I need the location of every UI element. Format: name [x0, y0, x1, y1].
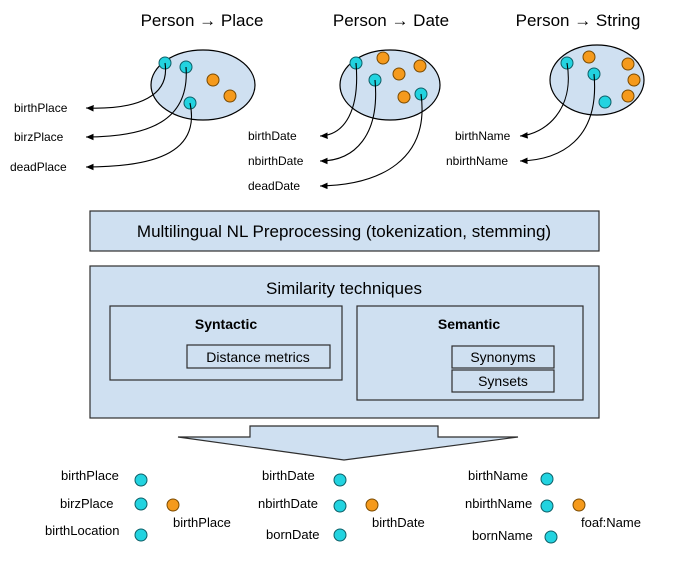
- link-arrow: [85, 66, 187, 141]
- instance-dot: [134, 497, 148, 511]
- member-label: birthLocation: [45, 523, 119, 538]
- instance-dot: [134, 528, 148, 542]
- link-arrow: [85, 62, 167, 112]
- property-label: birthName: [455, 129, 511, 143]
- property-cluster: [150, 49, 256, 121]
- class-dot: [621, 89, 635, 103]
- member-label: bornDate: [266, 527, 319, 542]
- instance-dot: [333, 528, 347, 542]
- link-arrow: [319, 79, 377, 165]
- target-label: foaf:Name: [581, 515, 641, 530]
- link-arrow: [319, 93, 423, 190]
- link-arrow: [85, 102, 192, 171]
- preprocessing-label: Multilingual NL Preprocessing (tokenizat…: [137, 222, 551, 241]
- class-dot: [413, 59, 427, 73]
- member-label: bornName: [472, 528, 533, 543]
- class-dot: [582, 50, 596, 64]
- link-arrow: [519, 73, 596, 165]
- target-label: birthPlace: [173, 515, 231, 530]
- result-string: birthName nbirthName bornName foaf:Name: [465, 468, 641, 544]
- class-dot: [376, 51, 390, 65]
- target-label: birthDate: [372, 515, 425, 530]
- instance-dot: [544, 530, 558, 544]
- result-place: birthPlace birzPlace birthLocation birth…: [45, 468, 231, 542]
- member-label: nbirthName: [465, 496, 532, 511]
- synonyms-label: Synonyms: [470, 349, 535, 365]
- property-label: deadPlace: [10, 160, 67, 174]
- instance-dot: [333, 499, 347, 513]
- class-dot: [572, 498, 586, 512]
- member-label: birzPlace: [60, 496, 113, 511]
- link-arrow: [519, 62, 569, 139]
- synsets-label: Synsets: [478, 373, 528, 389]
- instance-dot: [134, 473, 148, 487]
- class-dot: [206, 73, 220, 87]
- similarity-title: Similarity techniques: [266, 279, 422, 298]
- instance-dot: [598, 95, 612, 109]
- property-label: deadDate: [248, 179, 300, 193]
- group-title: Person → Place: [141, 11, 264, 30]
- class-dot: [166, 498, 180, 512]
- class-dot: [621, 57, 635, 71]
- member-label: birthName: [468, 468, 528, 483]
- group-title: Person → String: [516, 11, 641, 30]
- class-dot: [627, 73, 641, 87]
- property-label: birthDate: [248, 129, 297, 143]
- group-person-string: Person → String birthName nbirthName: [446, 11, 645, 168]
- property-cluster: [549, 44, 645, 116]
- down-arrow: [177, 425, 519, 461]
- instance-dot: [333, 473, 347, 487]
- synsets-box: [451, 369, 555, 393]
- member-label: nbirthDate: [258, 496, 318, 511]
- result-date: birthDate nbirthDate bornDate birthDate: [258, 468, 425, 542]
- property-label: birthPlace: [14, 101, 68, 115]
- class-dot: [397, 90, 411, 104]
- group-person-date: Person → Date birthDate nbirthDate deadD…: [248, 11, 449, 193]
- class-dot: [365, 498, 379, 512]
- distance-metrics-label: Distance metrics: [206, 349, 309, 365]
- property-label: nbirthDate: [248, 154, 304, 168]
- class-dot: [223, 89, 237, 103]
- member-label: birthDate: [262, 468, 315, 483]
- property-label: nbirthName: [446, 154, 508, 168]
- property-label: birzPlace: [14, 130, 64, 144]
- instance-dot: [540, 499, 554, 513]
- synonyms-box: [451, 345, 555, 369]
- group-person-place: Person → Place birthPlace birzPlace dead…: [10, 11, 263, 174]
- link-arrow: [319, 62, 358, 139]
- semantic-title: Semantic: [438, 316, 500, 332]
- class-dot: [392, 67, 406, 81]
- preprocessing-box: [89, 210, 600, 252]
- distance-metrics-box: [186, 344, 331, 369]
- syntactic-title: Syntactic: [195, 316, 257, 332]
- member-label: birthPlace: [61, 468, 119, 483]
- instance-dot: [540, 472, 554, 486]
- group-title: Person → Date: [333, 11, 449, 30]
